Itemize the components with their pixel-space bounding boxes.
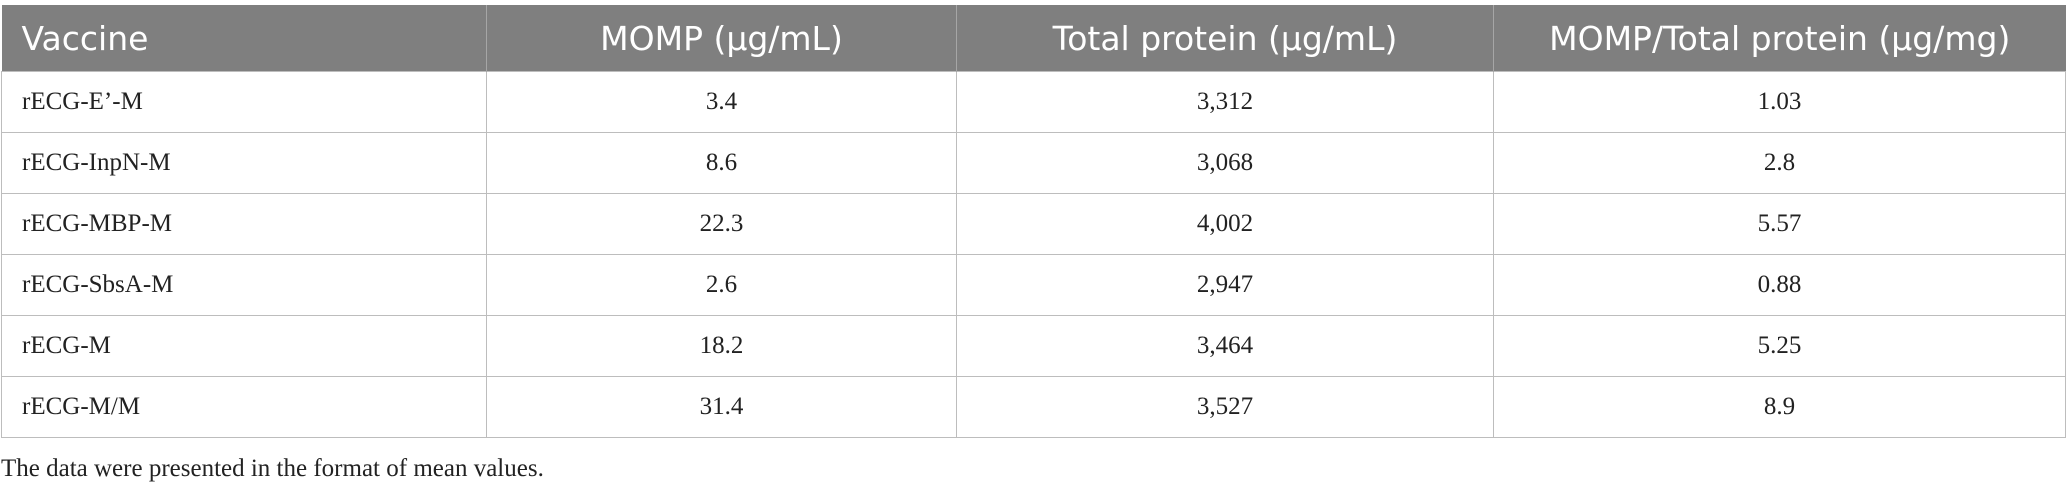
table-cell: 2,947	[956, 254, 1494, 316]
table-body: rECG-E’-M 3.4 3,312 1.03 rECG-InpN-M 8.6 3,068…	[1, 71, 2066, 438]
table-cell: 2.6	[486, 254, 957, 316]
table-row: rECG-E’-M 3.4 3,312 1.03	[1, 71, 2066, 133]
table-cell: 5.57	[1493, 193, 2066, 255]
header-cell: Vaccine	[1, 5, 487, 72]
table-row: rECG-M/M 31.4 3,527 8.9	[1, 376, 2066, 438]
table-cell: 0.88	[1493, 254, 2066, 316]
table-cell: rECG-MBP-M	[1, 193, 487, 255]
table-cell: 8.9	[1493, 376, 2066, 438]
table-cell: 3.4	[486, 71, 957, 133]
table-cell: rECG-E’-M	[1, 71, 487, 133]
table-cell: 1.03	[1493, 71, 2066, 133]
table-cell: 3,464	[956, 315, 1494, 377]
data-table: Vaccine MOMP (μg/mL) Total protein (μg/mL)…	[1, 5, 2066, 438]
table-row: rECG-SbsA-M 2.6 2,947 0.88	[1, 254, 2066, 316]
table-cell: 3,527	[956, 376, 1494, 438]
table-cell: rECG-InpN-M	[1, 132, 487, 194]
table-cell: 3,068	[956, 132, 1494, 194]
table-row: rECG-InpN-M 8.6 3,068 2.8	[1, 132, 2066, 194]
table-cell: 22.3	[486, 193, 957, 255]
table-row: rECG-M 18.2 3,464 5.25	[1, 315, 2066, 377]
header-row: Vaccine MOMP (μg/mL) Total protein (μg/mL)…	[1, 5, 2066, 72]
table-cell: 18.2	[486, 315, 957, 377]
footnote: The data were presented in the format of…	[1, 455, 544, 482]
table-cell: 31.4	[486, 376, 957, 438]
table-row: rECG-MBP-M 22.3 4,002 5.57	[1, 193, 2066, 255]
table-cell: rECG-M/M	[1, 376, 487, 438]
table-cell: 8.6	[486, 132, 957, 194]
table-cell: 3,312	[956, 71, 1494, 133]
header-cell: MOMP/Total protein (μg/mg)	[1493, 5, 2066, 72]
table-cell: 4,002	[956, 193, 1494, 255]
table-cell: 5.25	[1493, 315, 2066, 377]
table-cell: rECG-M	[1, 315, 487, 377]
table-cell: rECG-SbsA-M	[1, 254, 487, 316]
header-cell: MOMP (μg/mL)	[486, 5, 957, 72]
header-cell: Total protein (μg/mL)	[956, 5, 1494, 72]
table-cell: 2.8	[1493, 132, 2066, 194]
